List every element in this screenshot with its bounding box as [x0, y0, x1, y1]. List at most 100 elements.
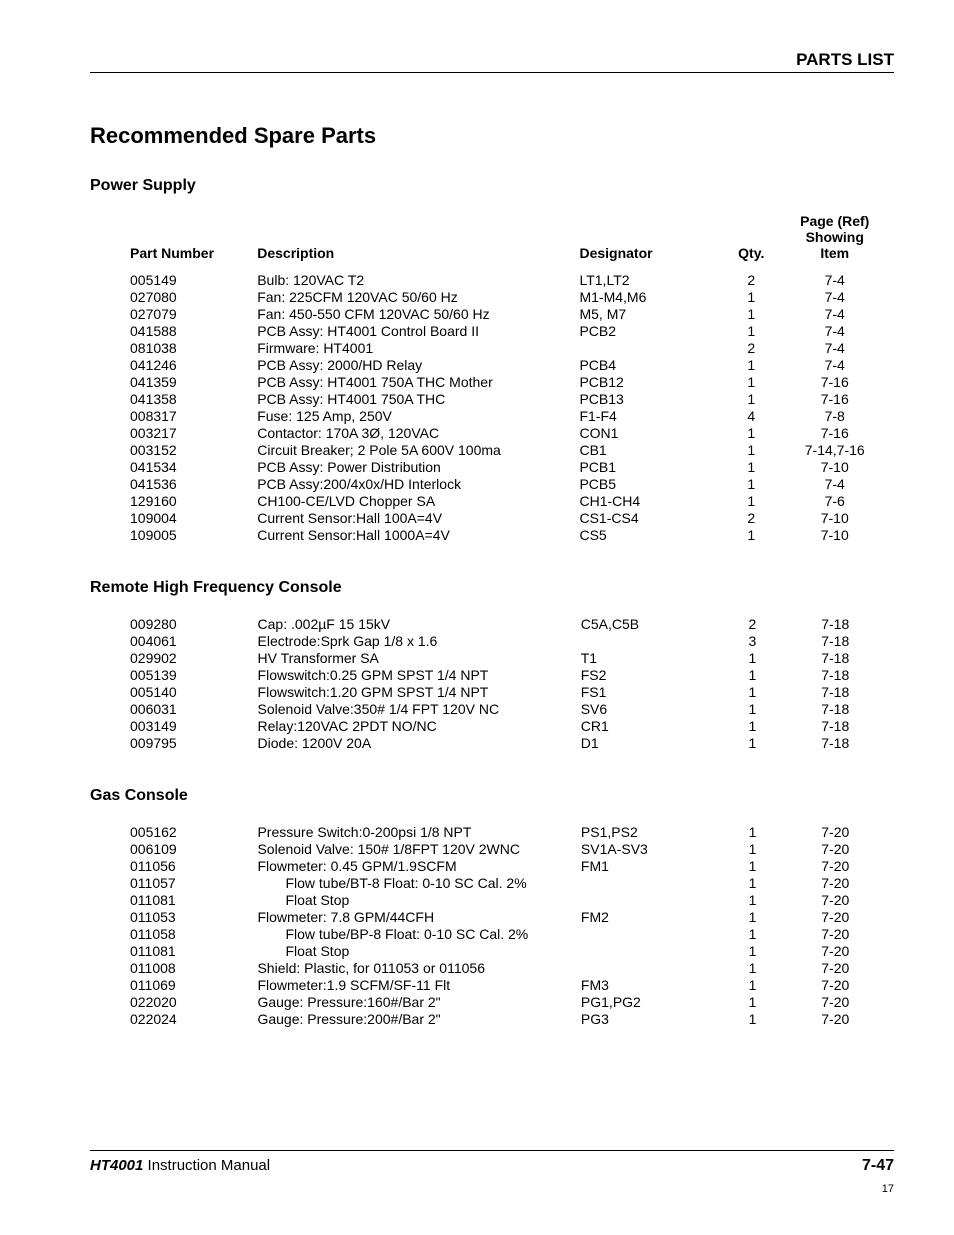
cell-qty: 4 [717, 407, 785, 424]
cell-desig [579, 339, 717, 356]
table-row: 004061Electrode:Sprk Gap 1/8 x 1.637-18 [130, 632, 884, 649]
cell-desig: CS1-CS4 [579, 509, 717, 526]
cell-desig: F1-F4 [579, 407, 717, 424]
table-wrap: Part NumberDescriptionDesignatorQty.Page… [130, 213, 884, 543]
col-header-desc: Description [257, 213, 579, 271]
cell-part: 009795 [130, 734, 258, 751]
cell-page: 7-20 [787, 976, 884, 993]
cell-part: 011057 [130, 874, 257, 891]
cell-page: 7-18 [786, 700, 884, 717]
cell-qty: 1 [717, 305, 785, 322]
cell-desig: PCB1 [579, 458, 717, 475]
cell-qty: 1 [718, 823, 786, 840]
cell-qty: 1 [717, 424, 785, 441]
table-row: 029902HV Transformer SAT117-18 [130, 649, 884, 666]
cell-desig: CH1-CH4 [579, 492, 717, 509]
cell-page: 7-20 [787, 1010, 884, 1027]
cell-desig: FM1 [581, 857, 719, 874]
table-row: 041358PCB Assy: HT4001 750A THCPCB1317-1… [130, 390, 884, 407]
cell-page: 7-18 [786, 649, 884, 666]
cell-page: 7-18 [786, 734, 884, 751]
cell-desc: Flow tube/BT-8 Float: 0-10 SC Cal. 2% [257, 874, 580, 891]
table-row: 129160CH100-CE/LVD Chopper SACH1-CH417-6 [130, 492, 884, 509]
cell-page: 7-20 [787, 857, 884, 874]
cell-desc: Flowmeter: 7.8 GPM/44CFH [257, 908, 580, 925]
cell-part: 004061 [130, 632, 258, 649]
cell-desc: PCB Assy: HT4001 Control Board II [257, 322, 579, 339]
section-title: Remote High Frequency Console [90, 579, 894, 597]
col-header-page: Page (Ref)ShowingItem [785, 213, 884, 271]
cell-part: 008317 [130, 407, 257, 424]
cell-desc: Bulb: 120VAC T2 [257, 271, 579, 288]
table-row: 109005Current Sensor:Hall 1000A=4VCS517-… [130, 526, 884, 543]
cell-qty: 1 [717, 475, 785, 492]
footer-sub: 17 [60, 1183, 894, 1195]
cell-desc: Fan: 225CFM 120VAC 50/60 Hz [257, 288, 579, 305]
cell-part: 041534 [130, 458, 257, 475]
cell-qty: 3 [718, 632, 786, 649]
cell-desc: Circuit Breaker; 2 Pole 5A 600V 100ma [257, 441, 579, 458]
cell-part: 005140 [130, 683, 258, 700]
table-row: 003149Relay:120VAC 2PDT NO/NCCR117-18 [130, 717, 884, 734]
cell-part: 011008 [130, 959, 257, 976]
cell-part: 041358 [130, 390, 257, 407]
table-row: 011056Flowmeter: 0.45 GPM/1.9SCFMFM117-2… [130, 857, 884, 874]
cell-desig: FM3 [581, 976, 719, 993]
section-title: Gas Console [90, 787, 894, 805]
table-row: 022020Gauge: Pressure:160#/Bar 2"PG1,PG2… [130, 993, 884, 1010]
cell-desc: Solenoid Valve: 150# 1/8FPT 120V 2WNC [257, 840, 580, 857]
cell-page: 7-20 [787, 908, 884, 925]
cell-page: 7-20 [787, 874, 884, 891]
parts-table: 005162Pressure Switch:0-200psi 1/8 NPTPS… [130, 823, 884, 1027]
cell-part: 041359 [130, 373, 257, 390]
cell-part: 041246 [130, 356, 257, 373]
cell-part: 006109 [130, 840, 257, 857]
cell-page: 7-4 [785, 339, 884, 356]
cell-part: 027080 [130, 288, 257, 305]
cell-part: 005149 [130, 271, 257, 288]
col-header-desig: Designator [579, 213, 717, 271]
cell-part: 041588 [130, 322, 257, 339]
cell-qty: 1 [718, 874, 786, 891]
table-row: 027079Fan: 450-550 CFM 120VAC 50/60 HzM5… [130, 305, 884, 322]
table-row: 081038Firmware: HT400127-4 [130, 339, 884, 356]
table-row: 005140Flowswitch:1.20 GPM SPST 1/4 NPTFS… [130, 683, 884, 700]
cell-desc: CH100-CE/LVD Chopper SA [257, 492, 579, 509]
cell-part: 011081 [130, 891, 257, 908]
cell-part: 081038 [130, 339, 257, 356]
cell-qty: 1 [717, 373, 785, 390]
cell-desig: FS1 [581, 683, 719, 700]
cell-desc: Flowmeter: 0.45 GPM/1.9SCFM [257, 857, 580, 874]
cell-qty: 1 [717, 356, 785, 373]
cell-qty: 1 [718, 959, 786, 976]
cell-desc: PCB Assy: HT4001 750A THC Mother [257, 373, 579, 390]
cell-page: 7-4 [785, 475, 884, 492]
cell-page: 7-10 [785, 458, 884, 475]
cell-desig: CS5 [579, 526, 717, 543]
cell-desc: Diode: 1200V 20A [258, 734, 581, 751]
cell-desc: HV Transformer SA [258, 649, 581, 666]
footer-model: HT4001 [90, 1157, 143, 1174]
cell-qty: 1 [718, 925, 786, 942]
cell-page: 7-20 [787, 993, 884, 1010]
table-row: 041536PCB Assy:200/4x0x/HD InterlockPCB5… [130, 475, 884, 492]
cell-page: 7-20 [787, 823, 884, 840]
cell-desig: PG3 [581, 1010, 719, 1027]
cell-part: 011053 [130, 908, 257, 925]
cell-desc: Flow tube/BP-8 Float: 0-10 SC Cal. 2% [257, 925, 580, 942]
cell-part: 109004 [130, 509, 257, 526]
cell-page: 7-4 [785, 271, 884, 288]
table-row: 041588PCB Assy: HT4001 Control Board IIP… [130, 322, 884, 339]
cell-desc: Electrode:Sprk Gap 1/8 x 1.6 [258, 632, 581, 649]
cell-part: 027079 [130, 305, 257, 322]
cell-desc: Solenoid Valve:350# 1/4 FPT 120V NC [258, 700, 581, 717]
cell-qty: 1 [718, 891, 786, 908]
cell-qty: 1 [718, 700, 786, 717]
cell-part: 022024 [130, 1010, 257, 1027]
table-row: 011081Float Stop17-20 [130, 891, 884, 908]
cell-part: 005139 [130, 666, 258, 683]
cell-part: 009280 [130, 615, 258, 632]
table-row: 009280Cap: .002µF 15 15kVC5A,C5B27-18 [130, 615, 884, 632]
table-row: 022024Gauge: Pressure:200#/Bar 2"PG317-2… [130, 1010, 884, 1027]
table-row: 011008Shield: Plastic, for 011053 or 011… [130, 959, 884, 976]
